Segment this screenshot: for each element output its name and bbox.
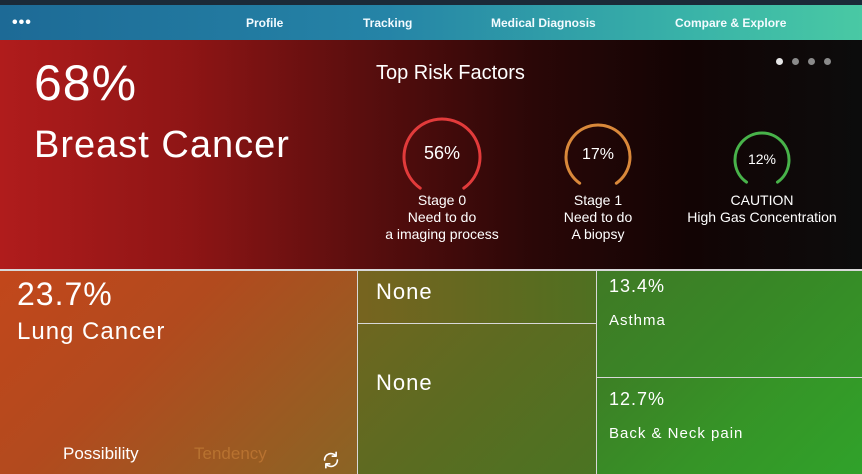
gauge-caption-1-line-1: Stage 0 — [417, 192, 467, 208]
primary-risk-name: Breast Cancer — [34, 124, 290, 166]
page-dot-3[interactable] — [808, 58, 815, 65]
lung-risk-name: Lung Cancer — [17, 318, 166, 345]
page-indicator[interactable] — [776, 58, 831, 65]
gauge-caption-2-line-1: Stage 1 — [573, 192, 623, 208]
tile-asthma[interactable]: 13.4% Asthma — [597, 271, 862, 377]
lung-risk-percent: 23.7% — [17, 276, 113, 312]
gauge-caption-1-line-3: a imaging process — [385, 226, 499, 242]
gauge-caption-2-line-2: Need to do — [563, 209, 633, 225]
tile-separator — [357, 271, 358, 474]
asthma-risk-name: Asthma — [609, 312, 666, 329]
tile-lung-cancer[interactable]: 23.7% Lung Cancer Possibility Tendency — [0, 271, 357, 474]
page-dot-4[interactable] — [824, 58, 831, 65]
tab-possibility[interactable]: Possibility — [63, 444, 139, 463]
nav-tab-profile[interactable]: Profile — [246, 16, 284, 30]
tile-separator — [596, 271, 597, 474]
refresh-icon[interactable] — [320, 449, 342, 471]
gauge-caption-3: CAUTION High Gas Concentration — [680, 192, 844, 226]
gauge-caption-3-line-2: High Gas Concentration — [687, 209, 837, 225]
top-nav-bar: ••• Profile Tracking Medical Diagnosis C… — [0, 0, 862, 40]
neck-risk-percent: 12.7% — [609, 389, 666, 409]
risk-gauge-1: 56% — [401, 116, 483, 198]
gauge-ring-3 — [733, 131, 791, 184]
nav-tab-compare-explore[interactable]: Compare & Explore — [675, 16, 787, 30]
asthma-risk-percent: 13.4% — [609, 276, 666, 296]
gauge-ring-2 — [564, 123, 632, 185]
gauge-caption-2: Stage 1 Need to do A biopsy — [543, 192, 653, 243]
primary-diagnosis-panel[interactable]: 68% Breast Cancer Top Risk Factors 56% S… — [0, 40, 862, 270]
gauge-caption-1: Stage 0 Need to do a imaging process — [372, 192, 512, 243]
primary-risk-percent: 68% — [34, 55, 138, 111]
tile-none-top[interactable]: None — [358, 271, 596, 323]
gauge-value-2: 17% — [581, 146, 615, 163]
tile-separator — [597, 377, 862, 378]
page-dot-2[interactable] — [792, 58, 799, 65]
more-dots-icon[interactable]: ••• — [12, 14, 32, 31]
gauge-value-3: 12% — [747, 151, 777, 167]
gauge-value-1: 56% — [423, 143, 461, 163]
none-top-label: None — [376, 279, 433, 304]
risk-gauge-2: 17% — [563, 122, 633, 192]
neck-risk-name: Back & Neck pain — [609, 425, 744, 442]
nav-tab-tracking[interactable]: Tracking — [363, 16, 413, 30]
tile-separator — [358, 323, 596, 324]
none-bottom-label: None — [376, 370, 433, 395]
risk-factors-title: Top Risk Factors — [376, 62, 525, 84]
tab-tendency[interactable]: Tendency — [194, 444, 267, 463]
gauge-caption-2-line-3: A biopsy — [571, 226, 625, 242]
page-dot-1[interactable] — [776, 58, 783, 65]
section-divider — [0, 269, 862, 271]
tile-none-bottom[interactable]: None — [358, 324, 596, 474]
gauge-caption-3-line-1: CAUTION — [730, 192, 794, 208]
nav-tab-medical-diagnosis[interactable]: Medical Diagnosis — [491, 16, 596, 30]
tile-back-neck-pain[interactable]: 12.7% Back & Neck pain — [597, 378, 862, 474]
gauge-caption-1-line-2: Need to do — [407, 209, 477, 225]
gauge-ring-1 — [402, 117, 482, 190]
risk-gauge-3: 12% — [732, 130, 792, 190]
